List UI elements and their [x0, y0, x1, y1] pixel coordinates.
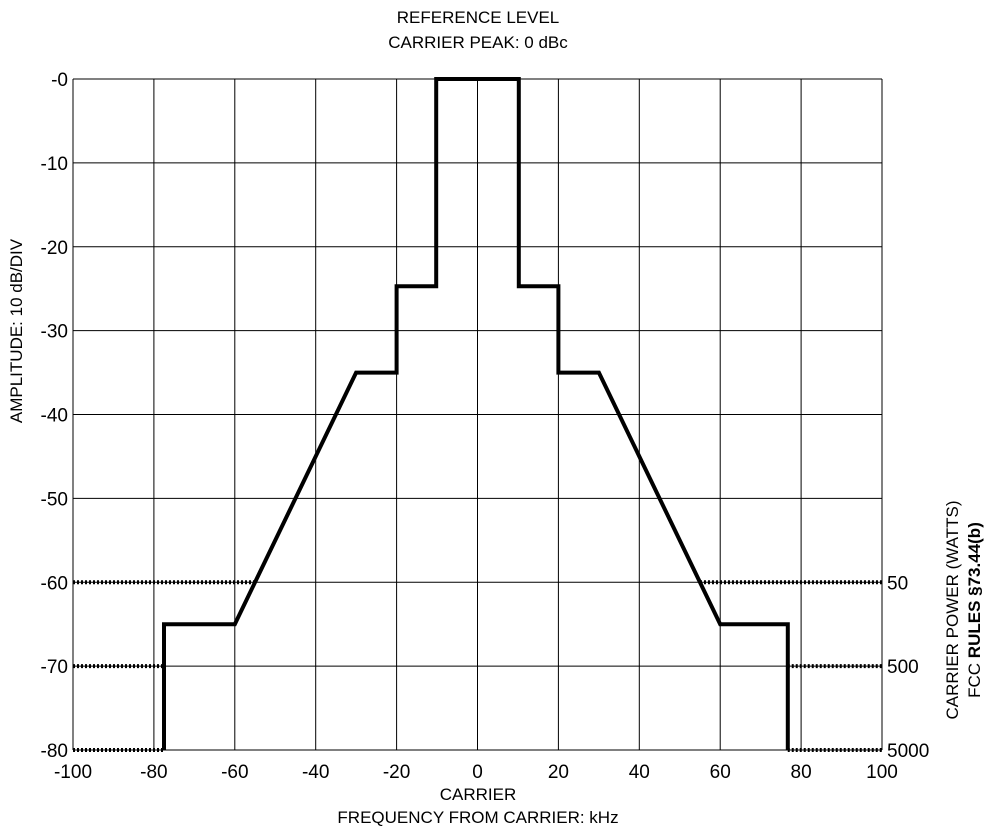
x-axis-label: FREQUENCY FROM CARRIER: kHz	[337, 808, 618, 827]
y-tick-3: -30	[41, 322, 68, 343]
power-label-2: 5000	[887, 741, 929, 762]
y-tick-5: -50	[41, 489, 68, 510]
x-tick-1: -80	[140, 762, 167, 783]
right-axis-label: CARRIER POWER (WATTS)	[943, 500, 962, 719]
y-tick-7: -70	[41, 657, 68, 678]
y-tick-6: -60	[41, 573, 68, 594]
right-axis-rules-prefix: FCC	[965, 658, 984, 698]
x-tick-6: 20	[548, 762, 569, 783]
x-tick-5: 0	[472, 762, 483, 783]
power-labels: 50 500 5000	[887, 573, 929, 762]
y-tick-1: -10	[41, 154, 68, 175]
x-axis-center-label: CARRIER	[440, 785, 517, 804]
power-threshold-lines	[73, 580, 882, 752]
power-label-0: 50	[887, 573, 908, 594]
y-tick-2: -20	[41, 238, 68, 259]
right-axis-rules-bold: RULES §73.44(b)	[965, 522, 984, 658]
x-tick-3: -40	[302, 762, 329, 783]
x-tick-4: -20	[383, 762, 410, 783]
y-tick-labels: -0 -10 -20 -30 -40 -50 -60 -70 -80	[41, 70, 68, 762]
power-label-1: 500	[887, 657, 919, 678]
right-axis-rules-label: FCC RULES §73.44(b)	[965, 522, 984, 698]
x-tick-0: -100	[54, 762, 92, 783]
x-tick-10: 100	[866, 762, 898, 783]
x-tick-labels: -100 -80 -60 -40 -20 0 20 40 60 80 100	[54, 762, 898, 783]
y-tick-0: -0	[51, 70, 68, 91]
x-tick-9: 80	[791, 762, 812, 783]
y-tick-4: -40	[41, 406, 68, 427]
x-tick-2: -60	[221, 762, 248, 783]
chart-title: REFERENCE LEVEL	[397, 8, 560, 27]
x-tick-8: 60	[710, 762, 731, 783]
grid	[72, 78, 883, 751]
x-tick-7: 40	[629, 762, 650, 783]
chart-subtitle: CARRIER PEAK: 0 dBc	[388, 33, 568, 52]
series-group	[162, 77, 790, 750]
y-tick-8: -80	[41, 741, 68, 762]
mask-series-line-0	[162, 77, 790, 750]
y-axis-label: AMPLITUDE: 10 dB/DIV	[7, 238, 26, 423]
